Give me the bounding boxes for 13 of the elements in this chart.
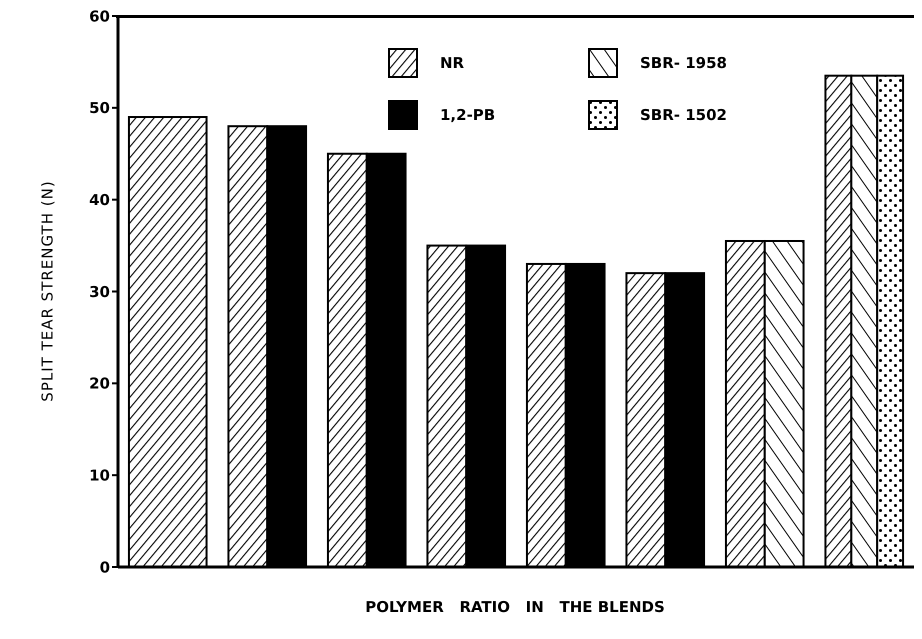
legend-label: SBR- 1502 <box>640 106 727 124</box>
legend-label: NR <box>440 54 464 72</box>
x-axis-title: POLYMER RATIO IN THE BLENDS <box>364 598 666 616</box>
y-tick-label: 50 <box>89 99 110 118</box>
y-tick-label: 40 <box>89 190 110 209</box>
y-tick-label: 60 <box>89 7 110 26</box>
y-axis-title: SPLIT TEAR STRENGTH (N) <box>39 180 57 402</box>
y-tick-label: 30 <box>89 282 110 301</box>
y-tick-label: 10 <box>89 466 110 484</box>
legend-label: 1,2-PB <box>440 106 496 124</box>
legend-label: SBR- 1958 <box>640 54 727 72</box>
y-tick-label: 20 <box>89 374 110 393</box>
y-tick-label: 0 <box>100 558 110 576</box>
